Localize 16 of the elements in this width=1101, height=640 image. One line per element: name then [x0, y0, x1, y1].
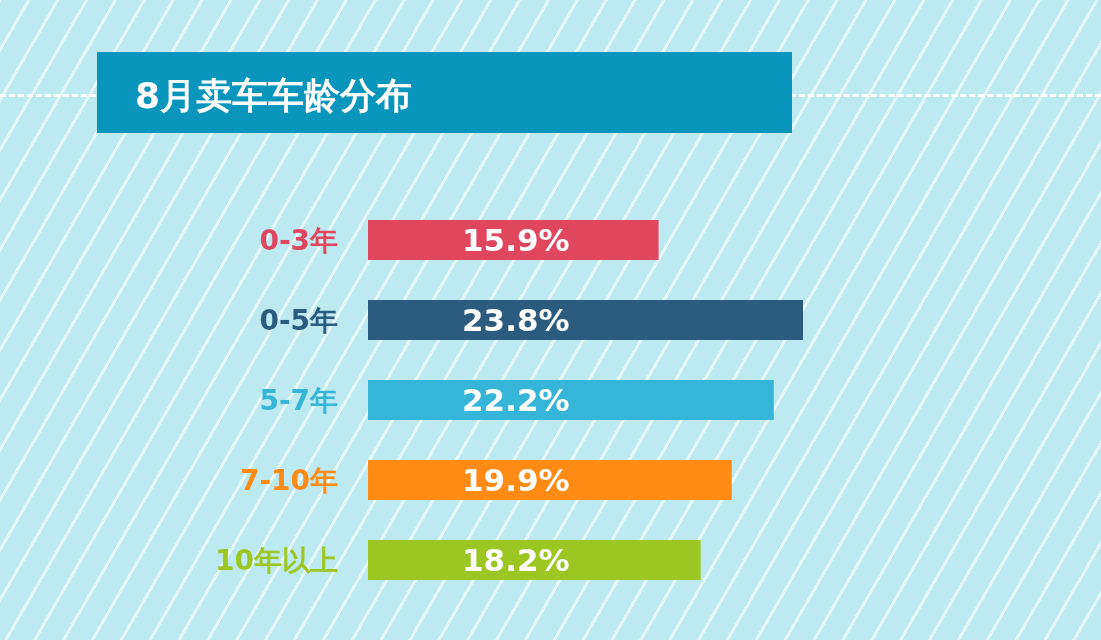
data-label: 19.9% — [462, 462, 570, 498]
y-tick-label: 0-5年 — [259, 304, 338, 337]
data-label: 22.2% — [462, 382, 570, 418]
bar — [368, 460, 732, 500]
y-tick-label: 10年以上 — [215, 544, 338, 577]
y-tick-label: 5-7年 — [259, 384, 338, 417]
data-label: 15.9% — [462, 222, 570, 258]
y-tick-label: 7-10年 — [239, 464, 338, 497]
bar — [368, 540, 701, 580]
y-tick-label: 0-3年 — [259, 224, 338, 257]
bar — [368, 300, 803, 340]
chart-title: 8月卖车车龄分布 — [135, 74, 413, 118]
bar — [368, 380, 774, 420]
data-label: 23.8% — [462, 302, 570, 338]
data-label: 18.2% — [462, 542, 570, 578]
bar — [368, 220, 659, 260]
